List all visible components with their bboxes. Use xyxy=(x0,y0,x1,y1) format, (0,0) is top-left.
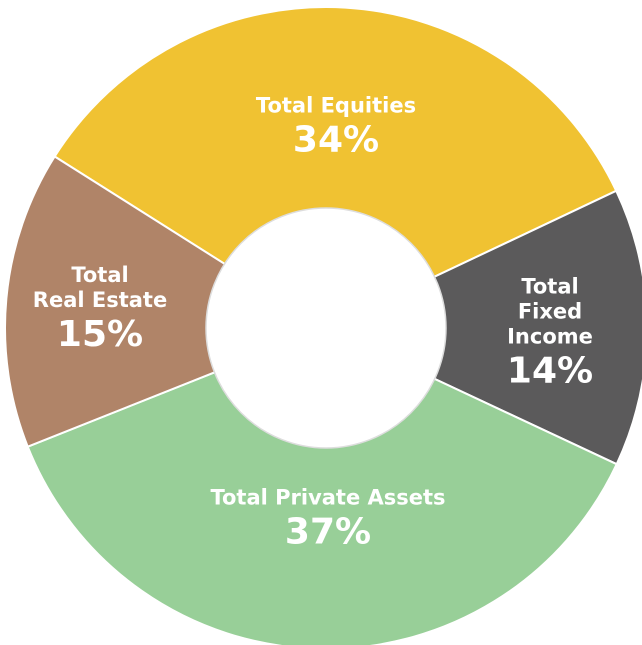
wedge xyxy=(4,155,329,448)
donut-hole xyxy=(205,207,447,449)
slice-label: Total Real Estate 15% xyxy=(33,263,167,357)
slice-label: Total Private Assets 37% xyxy=(210,486,445,555)
value-label: 15% xyxy=(56,314,144,355)
category-label: Total Real Estate xyxy=(32,263,168,312)
value-label: 14% xyxy=(506,350,594,392)
wedge xyxy=(323,189,642,466)
value-label: 37% xyxy=(284,511,372,553)
wedge xyxy=(53,6,618,330)
wedge xyxy=(26,326,619,645)
slice-label: Total Equities 34% xyxy=(256,94,416,163)
category-label: Total Fixed Income xyxy=(507,274,593,349)
category-label: Total Private Assets xyxy=(210,485,446,510)
category-label: Total Equities xyxy=(255,93,417,118)
slice-label: Total Fixed Income 14% xyxy=(504,275,596,394)
value-label: 34% xyxy=(292,119,380,161)
